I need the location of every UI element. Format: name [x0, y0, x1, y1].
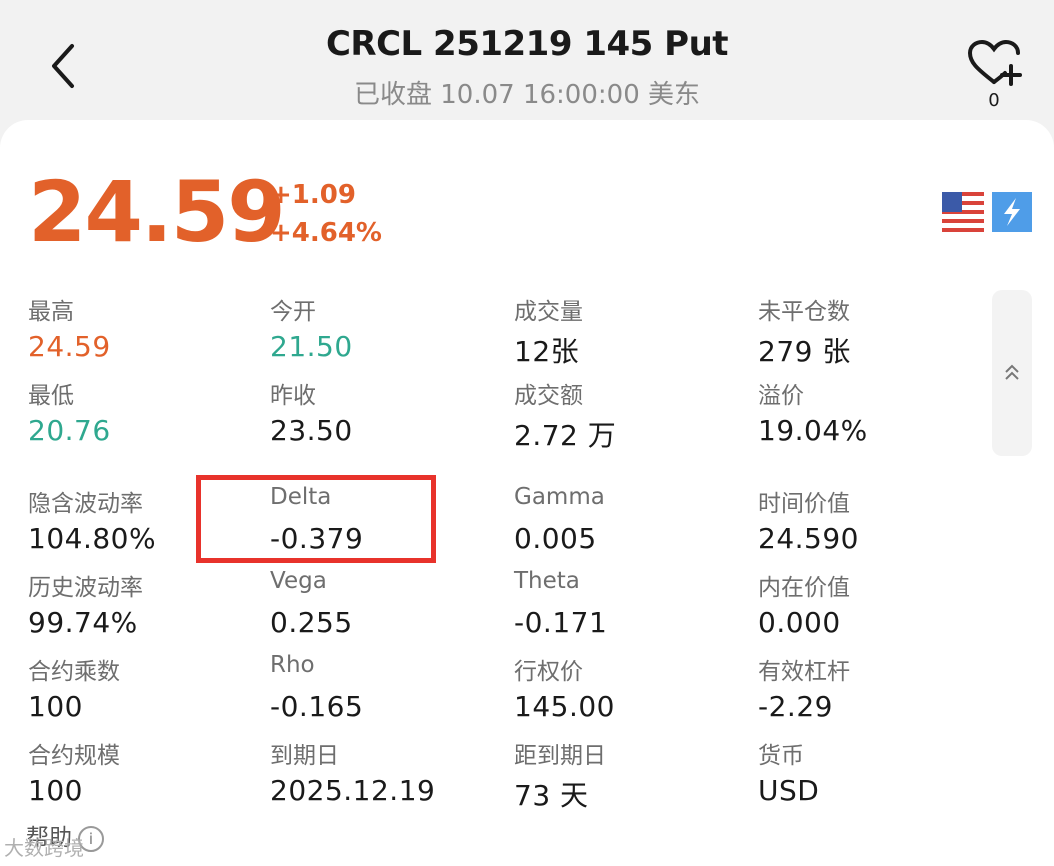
stat-label: Gamma	[514, 484, 605, 510]
stat-label: 到期日	[270, 743, 339, 769]
back-button[interactable]	[40, 38, 90, 94]
stat-low: 最低 20.76	[28, 376, 268, 456]
stat-label: 成交额	[514, 383, 583, 409]
stat-value: 0.000	[758, 606, 841, 639]
stat-value: 279 张	[758, 335, 851, 368]
add-favorite-button[interactable]: 0	[962, 38, 1026, 114]
stat-value: -0.165	[270, 690, 364, 723]
stat-label: 有效杠杆	[758, 659, 850, 685]
stat-expiry-date: 到期日 2025.12.19	[270, 736, 510, 816]
stat-label: Vega	[270, 568, 327, 594]
us-flag-icon	[942, 192, 984, 232]
info-icon: i	[78, 825, 104, 852]
stat-label: 合约乘数	[28, 659, 120, 685]
stat-contract-size: 合约规模 100	[28, 736, 268, 816]
stat-value: 100	[28, 774, 83, 807]
stat-prev-close: 昨收 23.50	[270, 376, 510, 456]
stat-value: 99.74%	[28, 606, 138, 639]
stat-label: 历史波动率	[28, 575, 143, 601]
stat-value: 24.59	[28, 330, 111, 363]
last-price: 24.59	[28, 163, 286, 261]
stat-value: 12张	[514, 335, 580, 368]
stat-label: Delta	[270, 484, 332, 510]
stat-label: 最低	[28, 383, 74, 409]
stat-open: 今开 21.50	[270, 292, 510, 372]
header: CRCL 251219 145 Put 已收盘 10.07 16:00:00 美…	[0, 0, 1054, 130]
stat-label: 合约规模	[28, 743, 120, 769]
stat-label: 行权价	[514, 659, 583, 685]
stat-premium: 溢价 19.04%	[758, 376, 998, 456]
stat-label: Theta	[514, 568, 580, 594]
stat-label: 溢价	[758, 383, 804, 409]
stat-open-interest: 未平仓数 279 张	[758, 292, 998, 372]
stat-value: -0.379	[270, 522, 364, 555]
stat-value: 104.80%	[28, 522, 157, 555]
stat-multiplier: 合约乘数 100	[28, 652, 268, 732]
stat-value: 23.50	[270, 414, 353, 447]
stat-time-value: 时间价值 24.590	[758, 484, 998, 564]
quote-card: 24.59 +1.09 +4.64% 最高 24.59 今开 21.50 成交量	[0, 120, 1054, 866]
stat-implied-volatility: 隐含波动率 104.80%	[28, 484, 268, 564]
stat-intrinsic-value: 内在价值 0.000	[758, 568, 998, 648]
stat-rho: Rho -0.165	[270, 652, 510, 732]
chevron-left-icon	[52, 44, 74, 88]
stat-high: 最高 24.59	[28, 292, 268, 372]
stat-value: 19.04%	[758, 414, 868, 447]
stat-effective-leverage: 有效杠杆 -2.29	[758, 652, 998, 732]
stat-value: 73 天	[514, 779, 589, 812]
stat-label: 未平仓数	[758, 299, 850, 325]
stat-label: 昨收	[270, 383, 316, 409]
price-change: +1.09	[270, 180, 356, 210]
stat-historical-volatility: 历史波动率 99.74%	[28, 568, 268, 648]
help-link[interactable]: 帮助 i	[26, 818, 104, 852]
stat-label: Rho	[270, 652, 315, 678]
stat-value: 20.76	[28, 414, 111, 447]
stat-label: 最高	[28, 299, 74, 325]
stat-days-to-expiry: 距到期日 73 天	[514, 736, 754, 816]
delta-highlight-box	[196, 475, 436, 563]
stat-theta: Theta -0.171	[514, 568, 754, 648]
stat-turnover: 成交额 2.72 万	[514, 376, 754, 456]
stat-value: 24.590	[758, 522, 859, 555]
stat-strike: 行权价 145.00	[514, 652, 754, 732]
stat-value: 2.72 万	[514, 419, 617, 452]
market-status: 已收盘 10.07 16:00:00 美东	[354, 80, 700, 110]
heart-plus-icon	[967, 39, 1022, 86]
lightning-icon	[992, 192, 1032, 232]
watermark: 大数跨境	[4, 836, 84, 860]
stat-label: 今开	[270, 299, 316, 325]
stat-value: USD	[758, 774, 820, 807]
double-chevron-up-icon	[1005, 364, 1019, 380]
favorite-count: 0	[988, 90, 1000, 111]
collapse-button[interactable]	[992, 290, 1032, 456]
price-change-percent: +4.64%	[270, 218, 382, 248]
stat-delta: Delta -0.379	[270, 484, 510, 564]
stat-value: 145.00	[514, 690, 615, 723]
stat-value: 100	[28, 690, 83, 723]
stat-value: -2.29	[758, 690, 833, 723]
stat-value: 2025.12.19	[270, 774, 436, 807]
stat-gamma: Gamma 0.005	[514, 484, 754, 564]
stat-label: 隐含波动率	[28, 491, 143, 517]
page-title: CRCL 251219 145 Put	[325, 24, 729, 64]
stat-value: 21.50	[270, 330, 353, 363]
stat-value: 0.255	[270, 606, 353, 639]
stat-label: 时间价值	[758, 491, 850, 517]
stat-label: 距到期日	[514, 743, 606, 769]
stat-currency: 货币 USD	[758, 736, 998, 816]
stat-label: 货币	[758, 743, 804, 769]
help-label: 帮助	[26, 825, 72, 851]
stat-vega: Vega 0.255	[270, 568, 510, 648]
stat-value: -0.171	[514, 606, 608, 639]
stat-label: 成交量	[514, 299, 583, 325]
stat-volume: 成交量 12张	[514, 292, 754, 372]
stat-label: 内在价值	[758, 575, 850, 601]
stat-value: 0.005	[514, 522, 597, 555]
